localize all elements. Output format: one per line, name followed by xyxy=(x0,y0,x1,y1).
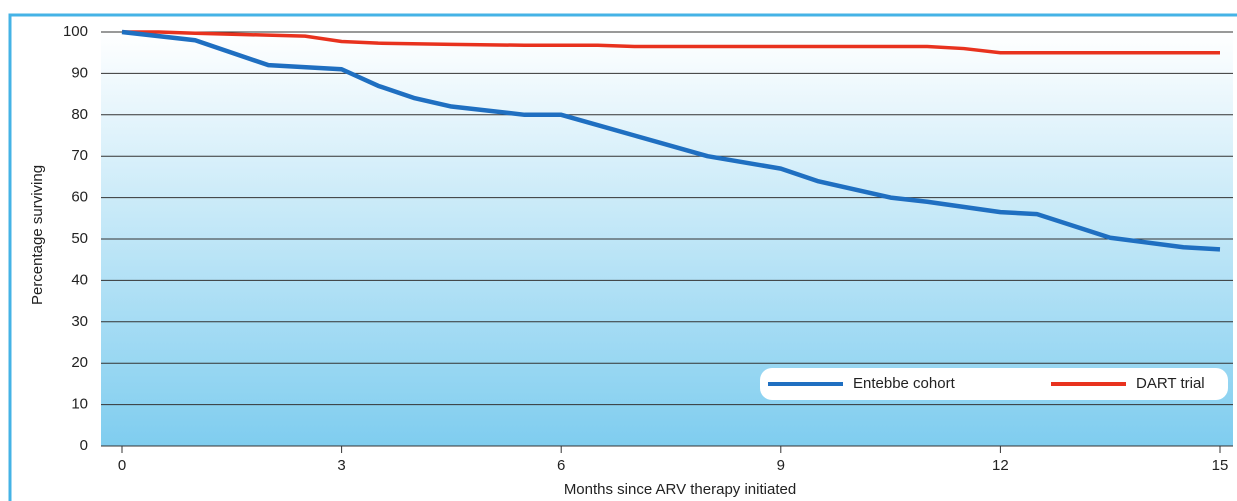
y-axis-label: Percentage surviving xyxy=(29,165,46,305)
y-tick-label: 10 xyxy=(71,396,88,413)
frame xyxy=(8,13,1237,501)
x-tick-label: 15 xyxy=(1212,457,1229,474)
x-tick-label: 0 xyxy=(118,457,126,474)
y-tick-label: 70 xyxy=(71,147,88,164)
legend-label: Entebbe cohort xyxy=(853,375,956,392)
y-tick-label: 50 xyxy=(71,230,88,247)
x-tick-label: 12 xyxy=(992,457,1009,474)
x-axis-label: Months since ARV therapy initiated xyxy=(564,481,796,498)
x-tick-label: 6 xyxy=(557,457,565,474)
y-tick-label: 40 xyxy=(71,271,88,288)
legend-label: DART trial xyxy=(1136,375,1205,392)
x-tick-label: 9 xyxy=(777,457,785,474)
x-tick-label: 3 xyxy=(337,457,345,474)
legend xyxy=(760,368,1228,400)
y-tick-label: 80 xyxy=(71,106,88,123)
y-tick-label: 100 xyxy=(63,23,88,40)
y-tick-label: 60 xyxy=(71,189,88,206)
y-tick-label: 30 xyxy=(71,313,88,330)
line-series xyxy=(121,29,1221,252)
line-series xyxy=(122,30,1220,55)
y-tick-label: 90 xyxy=(71,64,88,81)
y-tick-label: 0 xyxy=(80,437,88,454)
y-tick-label: 20 xyxy=(71,354,88,371)
